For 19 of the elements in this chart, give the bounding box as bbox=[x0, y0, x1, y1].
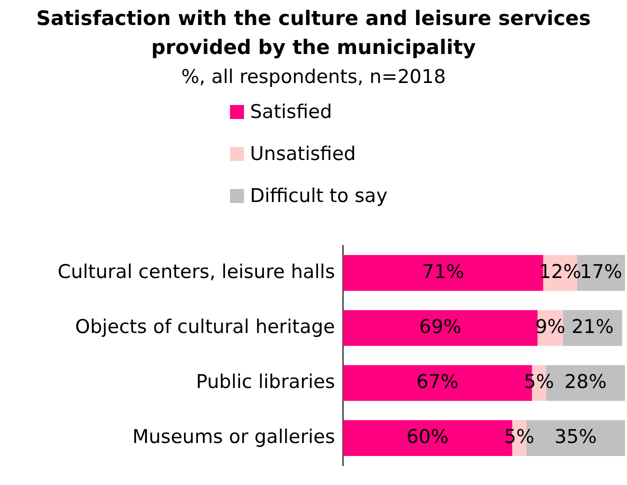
data-label: 35% bbox=[554, 426, 597, 448]
data-label: 67% bbox=[416, 370, 459, 393]
bar bbox=[343, 310, 538, 346]
data-label: 28% bbox=[564, 370, 607, 393]
data-label: 21% bbox=[571, 316, 614, 338]
y-tick-label: Museums or galleries bbox=[132, 426, 335, 448]
legend-label: Difficult to say bbox=[250, 185, 388, 207]
data-label: 60% bbox=[406, 426, 449, 448]
y-tick-label: Public libraries bbox=[196, 370, 335, 393]
data-label: 17% bbox=[580, 260, 622, 283]
data-label: 69% bbox=[419, 316, 462, 338]
bar bbox=[562, 310, 622, 346]
legend-label: Satisfied bbox=[250, 101, 332, 123]
chart-subtitle: %, all respondents, n=2018 bbox=[180, 66, 447, 88]
y-tick-label: Objects of cultural heritage bbox=[75, 316, 335, 338]
legend-label: Unsatisfied bbox=[250, 143, 356, 165]
y-tick-label: Cultural centers, leisure halls bbox=[58, 260, 335, 283]
data-label: 71% bbox=[422, 260, 464, 283]
chart-title: Satisfaction with the culture and leisure services provided by the municipality bbox=[35, 5, 592, 61]
